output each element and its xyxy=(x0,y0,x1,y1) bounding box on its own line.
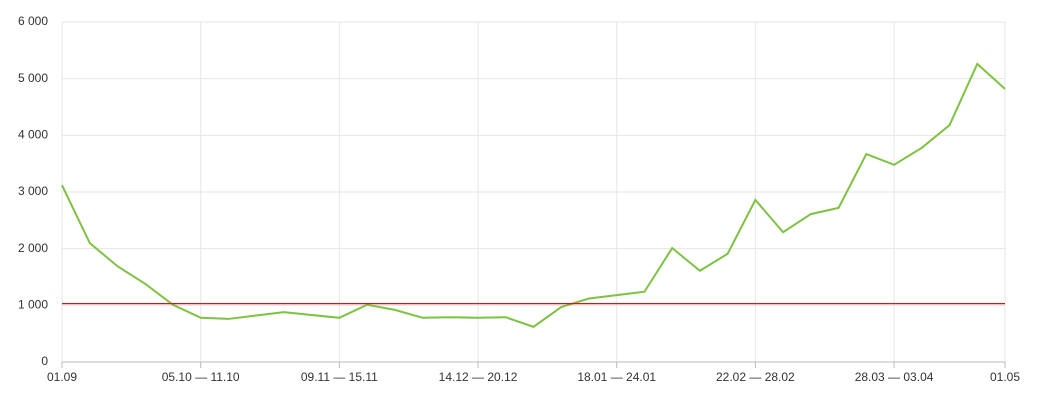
x-tick-label: 22.02 — 28.02 xyxy=(716,370,795,384)
x-tick-label: 18.01 — 24.01 xyxy=(577,370,656,384)
x-tick-label: 14.12 — 20.12 xyxy=(439,370,518,384)
x-tick-label: 28.03 — 03.04 xyxy=(855,370,934,384)
y-tick-label: 5 000 xyxy=(18,71,48,85)
x-tick-label: 01.09 xyxy=(47,370,77,384)
y-tick-label: 2 000 xyxy=(18,241,48,255)
y-tick-label: 0 xyxy=(41,354,48,368)
x-tick-label: 01.05 xyxy=(990,370,1020,384)
x-tick-label: 09.11 — 15.11 xyxy=(301,370,378,384)
y-tick-label: 4 000 xyxy=(18,128,48,142)
x-tick-label: 05.10 — 11.10 xyxy=(162,370,240,384)
y-tick-label: 6 000 xyxy=(18,14,48,28)
data-line xyxy=(61,62,1006,328)
y-tick-label: 1 000 xyxy=(18,298,48,312)
y-tick-label: 3 000 xyxy=(18,184,48,198)
